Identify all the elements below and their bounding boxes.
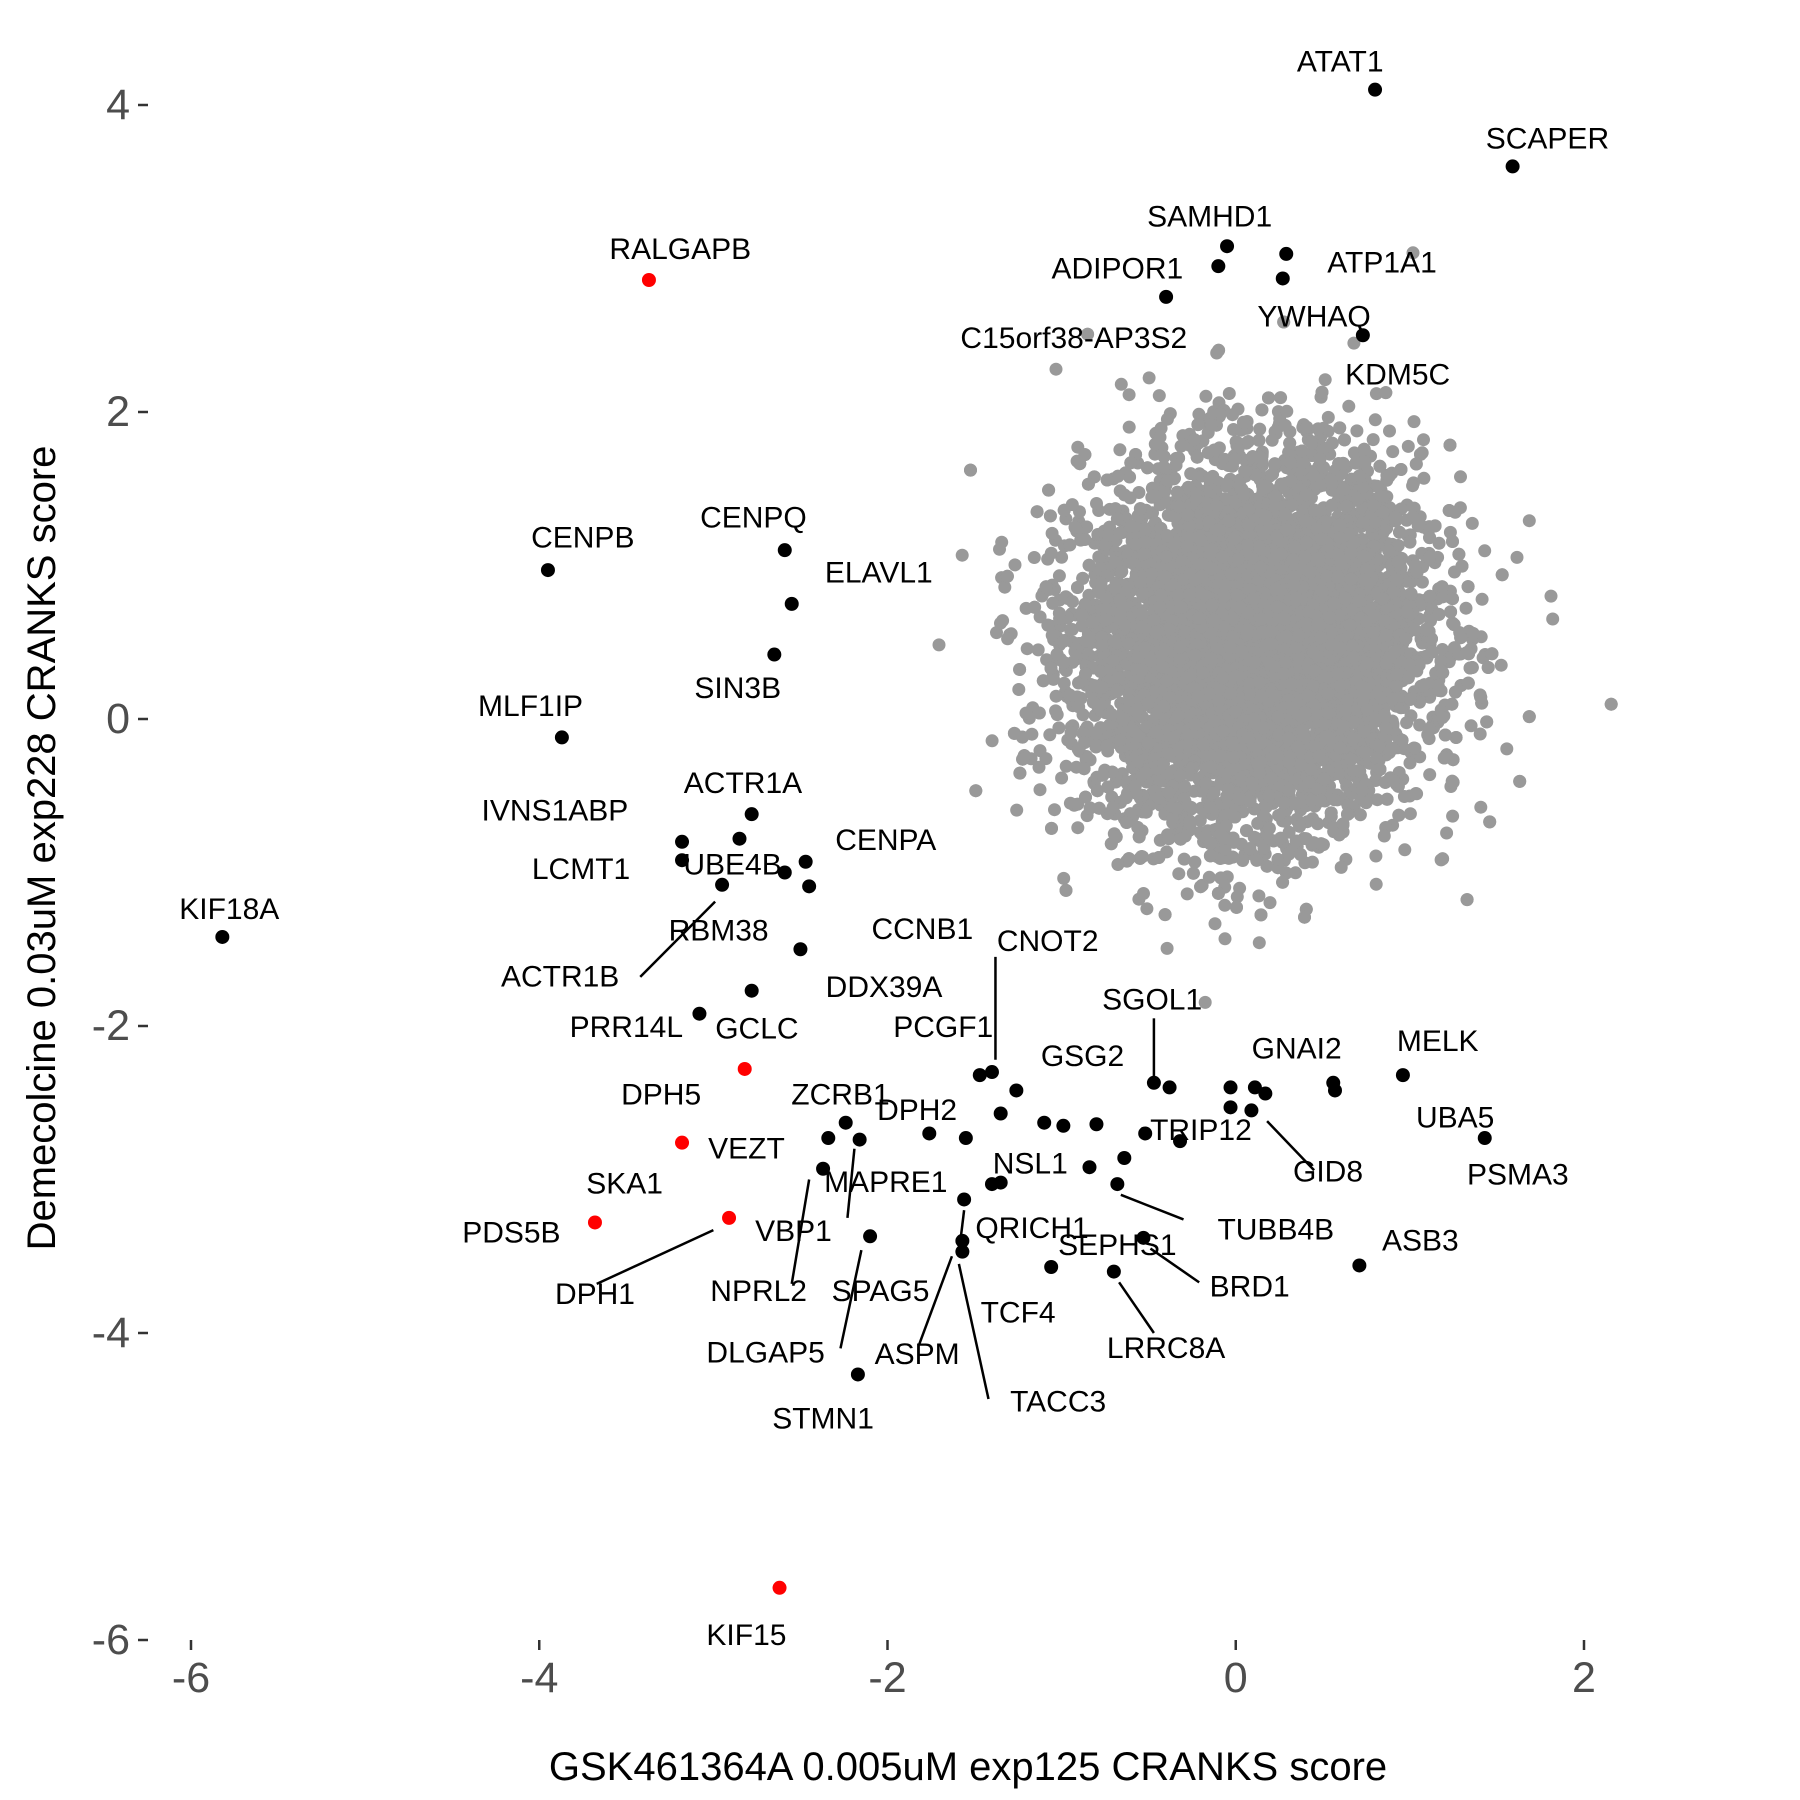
background-point (1347, 336, 1361, 350)
background-point (1152, 774, 1166, 788)
background-point (1454, 470, 1467, 484)
background-point (1413, 718, 1427, 732)
background-point (1253, 422, 1267, 436)
background-point (1020, 642, 1034, 656)
background-point (1252, 433, 1266, 447)
background-point (1494, 658, 1508, 672)
background-point (1274, 391, 1288, 405)
background-point (1403, 807, 1417, 821)
background-point (1318, 373, 1332, 387)
background-point (1382, 469, 1396, 483)
background-point (1071, 821, 1085, 835)
background-point (1059, 759, 1073, 773)
background-point (1033, 744, 1047, 758)
background-point (1391, 539, 1405, 552)
background-point (1311, 817, 1325, 831)
background-point (1403, 756, 1417, 770)
background-point (1033, 783, 1047, 797)
background-point (1052, 721, 1066, 735)
background-point (1369, 774, 1383, 787)
background-point (1510, 550, 1524, 564)
background-point (1263, 896, 1277, 910)
background-point (1252, 936, 1266, 950)
background-point (1048, 803, 1061, 817)
background-point (1383, 424, 1396, 438)
background-point (1250, 853, 1264, 867)
background-point (1113, 443, 1127, 457)
background-point (1401, 439, 1415, 453)
background-point (1027, 551, 1041, 564)
background-point (1198, 995, 1212, 1009)
background-point (1222, 387, 1236, 400)
background-point (1342, 399, 1356, 413)
background-point (1008, 558, 1022, 572)
background-point (1122, 420, 1136, 434)
background-point (1078, 533, 1092, 546)
background-point (1043, 728, 1057, 742)
background-point (1057, 871, 1071, 885)
background-point (1398, 843, 1412, 857)
background-point (1218, 932, 1232, 946)
background-point (1370, 793, 1384, 807)
background-point (1432, 536, 1446, 550)
background-point (1289, 866, 1302, 880)
background-point (1423, 768, 1437, 782)
background-point (1386, 445, 1400, 459)
background-point (1417, 471, 1431, 485)
background-point (1122, 388, 1136, 402)
background-point (1010, 803, 1024, 817)
background-point (1464, 719, 1478, 733)
background-points (932, 246, 1618, 1009)
background-point (1334, 860, 1348, 874)
background-point (1142, 371, 1156, 385)
background-point (1546, 612, 1560, 626)
background-point (1160, 941, 1174, 955)
background-point (1236, 854, 1250, 867)
background-point (1055, 550, 1069, 564)
background-point (1465, 516, 1479, 530)
background-point (998, 580, 1012, 594)
background-point (1257, 841, 1271, 855)
background-point (1140, 902, 1154, 916)
background-point (955, 548, 969, 562)
background-point (1208, 917, 1222, 931)
background-point (1435, 643, 1449, 656)
background-point (1544, 589, 1558, 603)
background-point (1199, 389, 1213, 403)
background-point (1152, 389, 1166, 403)
background-point (1180, 887, 1194, 901)
background-point (1033, 610, 1047, 624)
background-point (932, 638, 946, 652)
background-point (1446, 809, 1460, 823)
background-point (1031, 643, 1045, 657)
background-point (1474, 800, 1488, 814)
